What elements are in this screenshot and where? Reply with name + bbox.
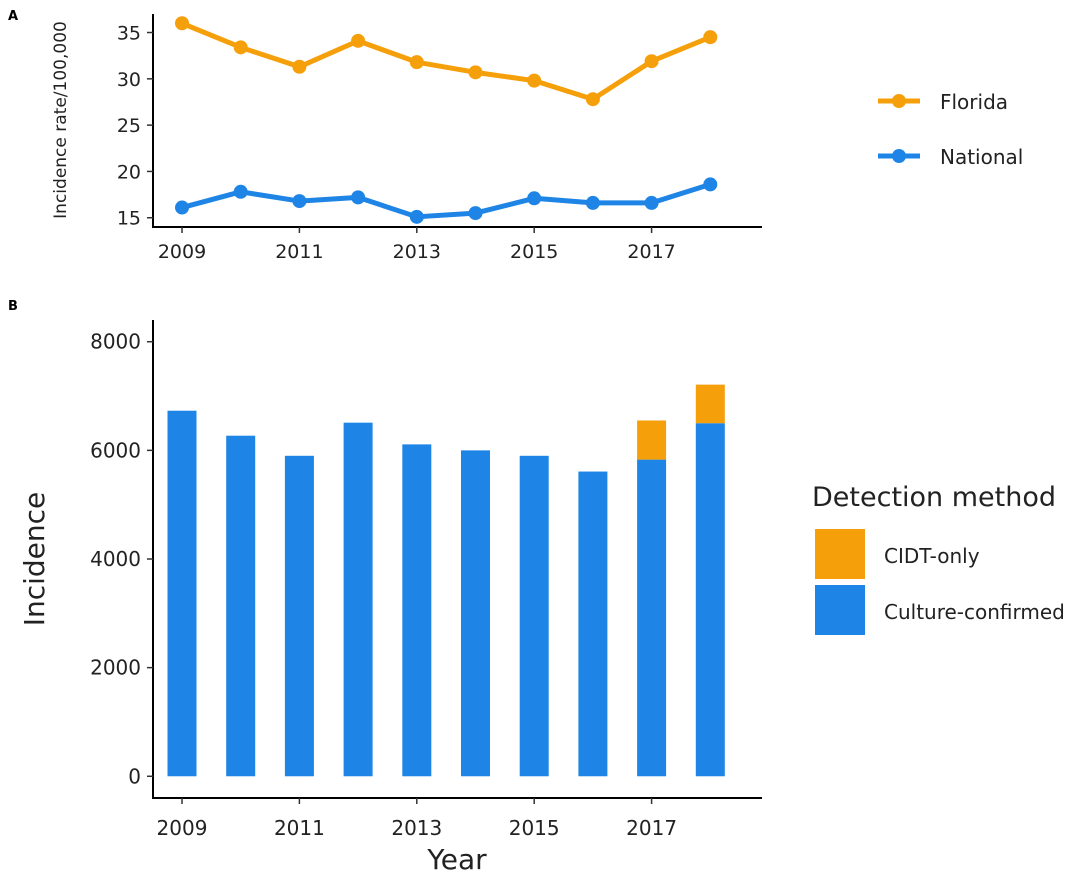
point-florida-2012: [351, 33, 366, 48]
point-national-2010: [233, 184, 248, 199]
panel-a-y-axis-title: Incidence rate/100,000: [51, 21, 71, 219]
legend-national-marker: [892, 149, 906, 163]
point-florida-2011: [292, 59, 307, 74]
bar-culture-confirmed-2014: [461, 450, 490, 777]
legend-cidt-only-label: CIDT-only: [884, 544, 980, 568]
panel-a-label: A: [8, 9, 18, 24]
point-florida-2017: [644, 54, 659, 69]
panel-b-x-tick-label: 2015: [509, 816, 560, 840]
panel-b-y-axis-title: Incidence: [18, 492, 51, 627]
bar-culture-confirmed-2010: [226, 435, 256, 777]
panel-a-x-tick-label: 2011: [275, 241, 323, 263]
panel-b-x-tick-label: 2011: [274, 816, 325, 840]
point-florida-2014: [468, 65, 483, 80]
panel-a-chart: 15 20 25 30 35 2009 2011 2013 2015 2017 Incidenc…: [51, 14, 762, 263]
panel-a-y-tick-label: 15: [117, 208, 141, 230]
legend-culture-confirmed-label: Culture-confirmed: [884, 600, 1065, 624]
panel-b-x-tick-label: 2013: [391, 816, 442, 840]
panel-b-y-tick-label: 4000: [90, 547, 141, 571]
point-florida-2009: [175, 16, 189, 31]
legend-florida-label: Florida: [940, 90, 1008, 114]
panel-b-y-tick-label: 0: [128, 764, 141, 788]
panel-b-x-tick-label: 2009: [157, 816, 208, 840]
legend-item-culture-confirmed: Culture-confirmed: [815, 585, 1065, 635]
point-national-2016: [585, 195, 600, 210]
point-florida-2010: [233, 40, 248, 55]
panel-a-legend: Florida National: [878, 90, 1023, 169]
legend-title-detection-method: Detection method: [812, 482, 1056, 513]
panel-a-y-tick-label: 20: [117, 161, 141, 183]
point-national-2013: [409, 209, 424, 224]
bar-culture-confirmed-2017: [637, 459, 667, 777]
panel-a-x-tick-label: 2013: [393, 241, 441, 263]
panel-b-x-tick-label: 2017: [626, 816, 677, 840]
legend-item-florida: Florida: [878, 90, 1008, 114]
point-national-2014: [468, 206, 483, 221]
bar-culture-confirmed-2012: [343, 422, 373, 777]
legend-item-cidt-only: CIDT-only: [815, 529, 980, 579]
panel-a-x-tick-label: 2009: [158, 241, 206, 263]
panel-a-y-tick-label: 25: [117, 115, 141, 137]
panel-b-x-axis-title: Year: [426, 843, 487, 876]
point-national-2009: [175, 200, 189, 215]
bar-culture-confirmed-2013: [402, 444, 432, 777]
legend-cidt-only-swatch: [815, 529, 865, 579]
legend-culture-confirmed-swatch: [815, 585, 865, 635]
point-florida-2015: [527, 73, 542, 88]
panel-b-label: B: [8, 299, 18, 314]
panel-a-y-tick-label: 30: [117, 69, 141, 91]
bar-cidt-only-2017: [637, 420, 667, 460]
panel-b-y-tick-label: 2000: [90, 656, 141, 680]
panel-a-x-tick-label: 2017: [627, 241, 675, 263]
legend-item-national: National: [878, 145, 1023, 169]
legend-national-label: National: [940, 145, 1023, 169]
panel-b-chart: 0 2000 4000 6000 8000 2009 2011 2013 2015 2017 I…: [18, 320, 762, 876]
bar-culture-confirmed-2015: [519, 455, 549, 777]
bar-culture-confirmed-2016: [578, 471, 608, 777]
bar-culture-confirmed-2011: [284, 455, 314, 777]
point-florida-2018: [703, 30, 718, 45]
point-national-2015: [527, 191, 542, 206]
bar-culture-confirmed-2018: [695, 423, 725, 777]
series-line-florida: [181, 20, 712, 102]
point-national-2011: [292, 194, 307, 209]
bar-culture-confirmed-2009: [167, 410, 197, 777]
point-national-2017: [644, 195, 659, 210]
bar-cidt-only-2018: [695, 384, 725, 424]
panel-b-y-tick-label: 6000: [90, 438, 141, 462]
point-florida-2016: [585, 92, 600, 107]
point-florida-2013: [409, 55, 424, 70]
panel-b-legend: Detection method CIDT-only Culture-confi…: [812, 482, 1065, 635]
point-national-2018: [703, 177, 718, 192]
series-line-national: [181, 182, 712, 220]
panel-a-x-tick-label: 2015: [510, 241, 558, 263]
panel-b-y-tick-label: 8000: [90, 330, 141, 354]
point-national-2012: [351, 190, 366, 205]
legend-florida-marker: [892, 94, 906, 108]
panel-a-y-tick-label: 35: [117, 23, 141, 45]
